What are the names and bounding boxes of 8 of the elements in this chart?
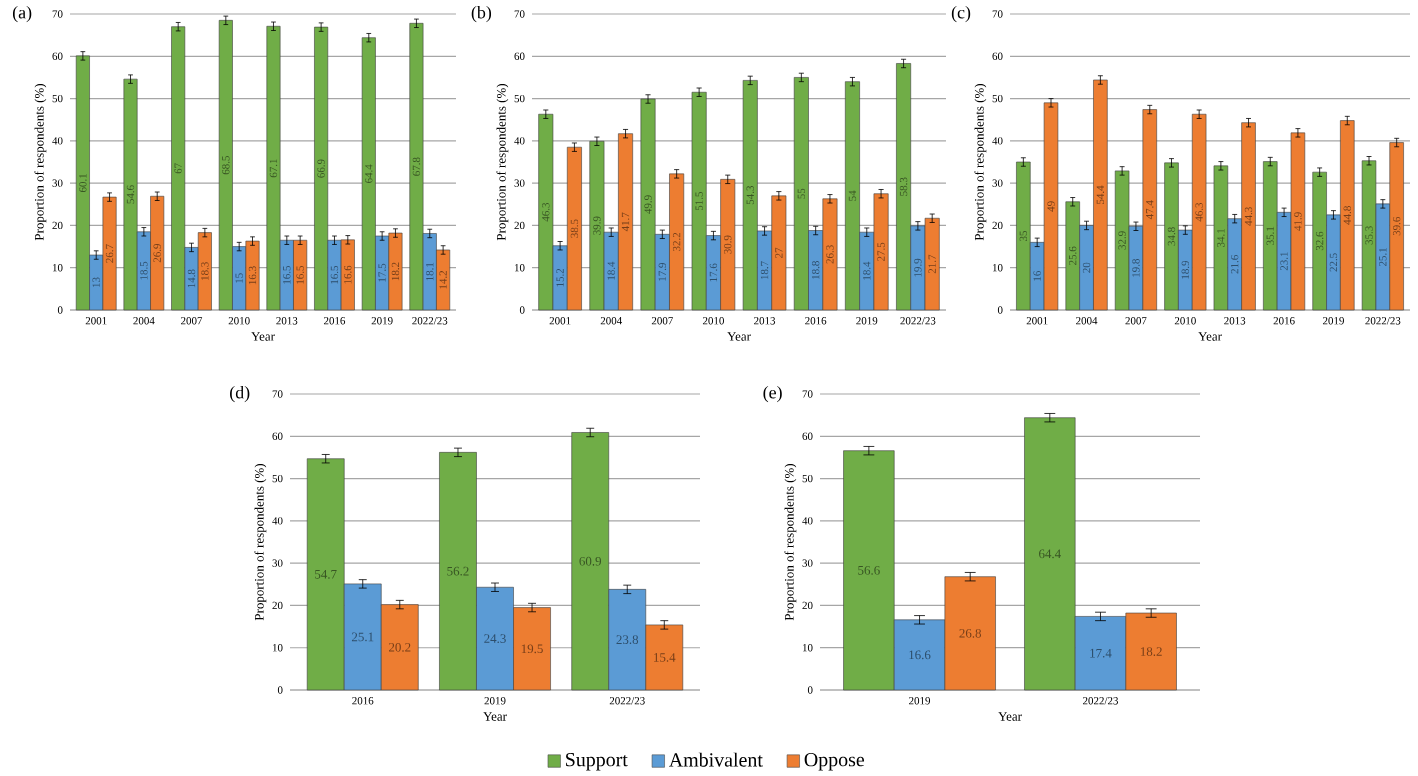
legend-label: Support [566, 752, 628, 771]
chart-title: (e) [763, 385, 782, 403]
legend-label: Oppose [804, 752, 865, 771]
chart-title: (d) [230, 385, 250, 403]
chart-title: (c) [951, 5, 971, 23]
chart-title: (a) [12, 5, 32, 23]
chart-title: (b) [471, 5, 492, 23]
legend-label: Ambivalent [669, 752, 763, 767]
